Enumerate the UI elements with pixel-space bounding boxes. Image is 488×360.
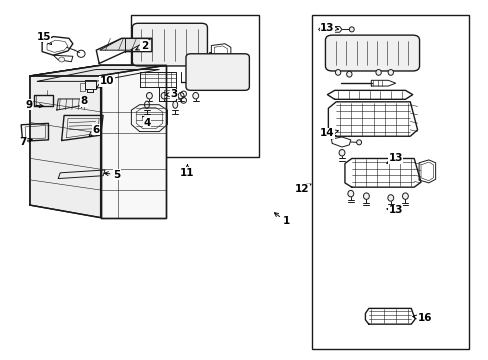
Text: 11: 11	[180, 165, 194, 178]
Ellipse shape	[146, 93, 152, 99]
Ellipse shape	[363, 193, 368, 199]
Ellipse shape	[347, 190, 353, 197]
Polygon shape	[100, 39, 152, 50]
Text: 9: 9	[25, 100, 43, 110]
Ellipse shape	[348, 27, 353, 32]
Ellipse shape	[338, 149, 344, 156]
Bar	[311, 15, 468, 348]
FancyBboxPatch shape	[185, 54, 249, 90]
Polygon shape	[30, 65, 166, 76]
Text: 13: 13	[386, 153, 402, 163]
Text: 6: 6	[89, 125, 99, 136]
Ellipse shape	[172, 101, 177, 108]
Text: 12: 12	[294, 184, 310, 194]
Polygon shape	[101, 65, 166, 218]
FancyBboxPatch shape	[325, 35, 419, 71]
Bar	[131, 15, 259, 157]
Text: 3: 3	[165, 89, 177, 99]
Text: 8: 8	[80, 96, 87, 107]
Text: 13: 13	[386, 206, 402, 216]
Ellipse shape	[402, 193, 407, 199]
Text: 14: 14	[320, 129, 338, 138]
Text: 2: 2	[136, 41, 148, 50]
Text: 4: 4	[142, 116, 150, 128]
Ellipse shape	[59, 57, 64, 62]
Ellipse shape	[178, 93, 183, 99]
Ellipse shape	[356, 140, 361, 145]
Ellipse shape	[375, 69, 381, 75]
Text: 10: 10	[96, 76, 114, 88]
Ellipse shape	[161, 93, 166, 99]
Polygon shape	[30, 65, 101, 218]
Ellipse shape	[346, 71, 351, 77]
Ellipse shape	[144, 101, 149, 108]
Ellipse shape	[192, 93, 198, 99]
Text: 5: 5	[104, 170, 120, 180]
Ellipse shape	[335, 69, 340, 75]
Text: 7: 7	[19, 138, 32, 147]
Text: 1: 1	[274, 213, 289, 226]
Ellipse shape	[387, 195, 393, 201]
Ellipse shape	[336, 36, 342, 41]
FancyBboxPatch shape	[132, 23, 207, 66]
Text: 16: 16	[412, 313, 431, 323]
Ellipse shape	[387, 69, 393, 75]
Text: 15: 15	[36, 32, 52, 45]
Text: 13: 13	[320, 23, 338, 33]
